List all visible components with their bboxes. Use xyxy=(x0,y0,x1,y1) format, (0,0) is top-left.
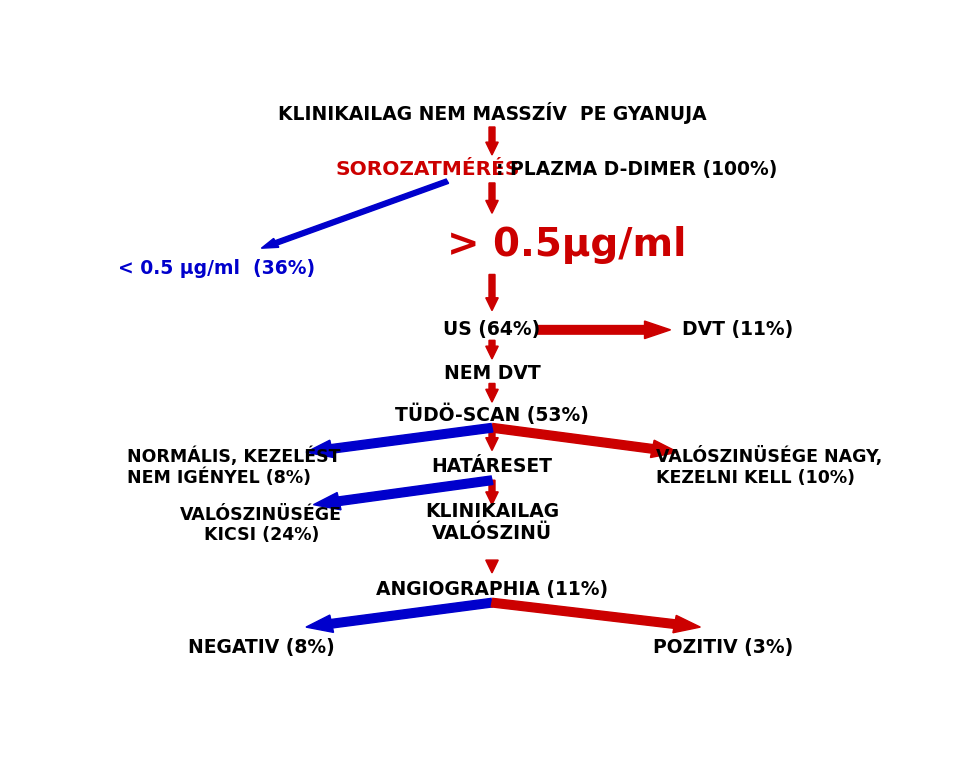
FancyArrow shape xyxy=(486,275,498,310)
FancyArrow shape xyxy=(486,341,498,359)
Text: KLINIKAILAG
VALÓSZINÜ: KLINIKAILAG VALÓSZINÜ xyxy=(425,502,559,543)
FancyArrow shape xyxy=(486,480,498,505)
Text: HATÁRESET: HATÁRESET xyxy=(431,457,553,476)
Text: : PLAZMA D-DIMER (100%): : PLAZMA D-DIMER (100%) xyxy=(495,160,777,179)
Text: VALÓSZINÜSÉGE NAGY,
KEZELNI KELL (10%): VALÓSZINÜSÉGE NAGY, KEZELNI KELL (10%) xyxy=(656,447,882,488)
Text: SOROZATMÉRÉS: SOROZATMÉRÉS xyxy=(336,160,520,179)
FancyArrow shape xyxy=(306,598,492,632)
FancyArrow shape xyxy=(486,426,498,450)
Text: KLINIKAILAG NEM MASSZÍV  PE GYANUJA: KLINIKAILAG NEM MASSZÍV PE GYANUJA xyxy=(277,102,707,124)
Text: US (64%): US (64%) xyxy=(444,320,540,339)
Text: < 0.5 μg/ml  (36%): < 0.5 μg/ml (36%) xyxy=(118,259,315,278)
FancyArrow shape xyxy=(537,321,670,338)
FancyArrow shape xyxy=(313,476,492,509)
Text: VALÓSZINÜSÉGE
KICSI (24%): VALÓSZINÜSÉGE KICSI (24%) xyxy=(180,506,343,544)
FancyArrow shape xyxy=(486,127,498,155)
FancyArrow shape xyxy=(486,183,498,213)
FancyArrow shape xyxy=(306,423,492,457)
Text: POZITIV (3%): POZITIV (3%) xyxy=(653,638,793,657)
Text: > 0.5μg/ml: > 0.5μg/ml xyxy=(447,226,686,264)
Text: DVT (11%): DVT (11%) xyxy=(682,320,793,339)
Text: ANGIOGRAPHIA (11%): ANGIOGRAPHIA (11%) xyxy=(376,580,608,599)
Text: NEGATIV (8%): NEGATIV (8%) xyxy=(188,638,335,657)
FancyArrow shape xyxy=(261,179,448,248)
FancyArrow shape xyxy=(492,423,678,457)
FancyArrow shape xyxy=(492,598,701,633)
FancyArrow shape xyxy=(486,384,498,402)
Text: NEM DVT: NEM DVT xyxy=(444,364,540,383)
Text: NORMÁLIS, KEZELÉST
NEM IGÉNYEL (8%): NORMÁLIS, KEZELÉST NEM IGÉNYEL (8%) xyxy=(128,447,341,488)
FancyArrow shape xyxy=(486,560,498,573)
Text: TÜDÖ-SCAN (53%): TÜDÖ-SCAN (53%) xyxy=(396,403,588,425)
